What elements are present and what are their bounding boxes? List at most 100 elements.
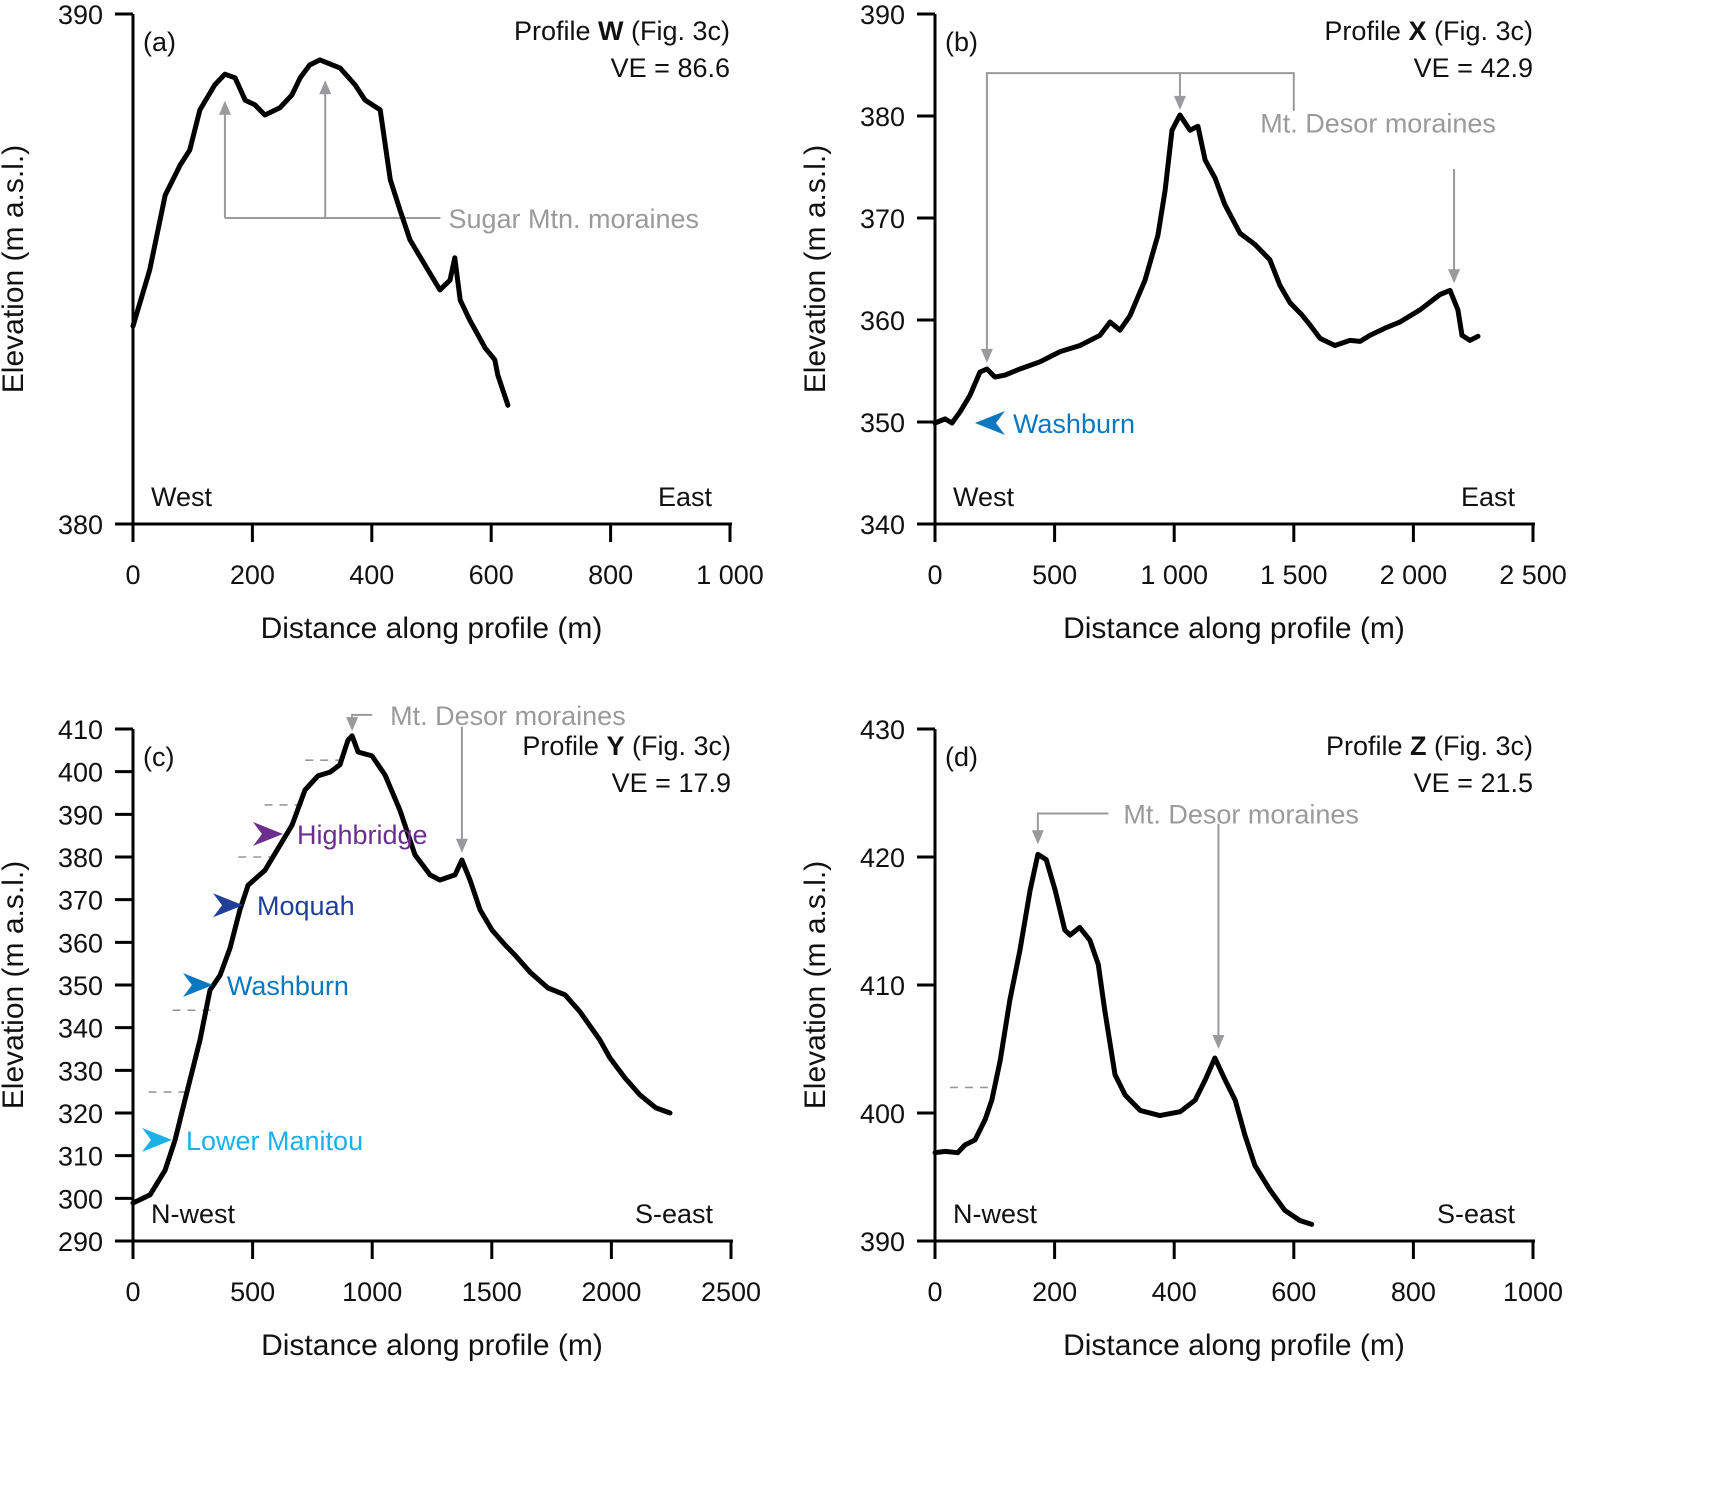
profile-line: [130, 733, 673, 1206]
profile-title: Profile Z (Fig. 3c): [1326, 731, 1533, 761]
panel-label: (b): [945, 27, 978, 57]
x-tick-label: 500: [1032, 560, 1077, 590]
moraine-annotation: Mt. Desor moraines: [1031, 799, 1359, 1049]
panel-c: 290 300 310 320 330 340 350 360 370 380 390 400 410 0…: [0, 701, 761, 1362]
panel-label: (a): [143, 27, 176, 57]
annotation-arrowhead: [1448, 269, 1461, 284]
annotation-label: Mt. Desor moraines: [1123, 799, 1359, 829]
profile-title: Profile X (Fig. 3c): [1324, 16, 1533, 46]
panel-label: (d): [945, 742, 978, 772]
direction-left-label: West: [953, 482, 1015, 512]
y-tick-label: 360: [860, 306, 905, 336]
x-tick-label: 1 000: [1140, 560, 1208, 590]
x-tick-label: 1500: [462, 1277, 522, 1307]
direction-right-label: East: [1461, 482, 1516, 512]
x-tick-label: 2500: [701, 1277, 761, 1307]
profile-line: [932, 112, 1481, 426]
annotation-arrowhead: [1031, 830, 1044, 845]
y-tick-label: 340: [860, 510, 905, 540]
arrowhead-icon: [252, 821, 283, 846]
y-tick-label: 290: [58, 1227, 103, 1257]
direction-left-label: West: [151, 482, 213, 512]
ve-label: VE = 17.9: [612, 768, 731, 798]
lake-level-label: Lower Manitou: [186, 1126, 363, 1156]
x-tick-label: 400: [349, 560, 394, 590]
y-tick-label: 430: [860, 715, 905, 745]
panel-b: 340 350 360 370 380 390 0 500 1 000 1 500 2 000 2 5…: [799, 0, 1567, 645]
annotation-arrowhead: [1173, 95, 1186, 110]
x-tick-label: 200: [1032, 1277, 1077, 1307]
direction-right-label: East: [658, 482, 713, 512]
y-tick-label: 400: [860, 1099, 905, 1129]
y-tick-label: 420: [860, 843, 905, 873]
x-axis-title: Distance along profile (m): [1063, 1329, 1405, 1362]
lake-level-marker-washburn: Washburn: [182, 971, 349, 1001]
y-tick-label: 360: [58, 928, 103, 958]
arrowhead-icon: [182, 973, 213, 997]
panel-a: 380 390 0 200 400 600 800 1 000 Distance along p…: [0, 0, 764, 645]
profile-title-suffix: (Fig. 3c): [623, 16, 730, 46]
annotation-bracket: [985, 72, 1295, 361]
ve-label: VE = 21.5: [1414, 768, 1533, 798]
x-axis-title: Distance along profile (m): [261, 612, 603, 645]
lake-level-label: Highbridge: [297, 820, 428, 850]
profile-title: Profile W (Fig. 3c): [514, 16, 730, 46]
y-tick-label: 320: [58, 1099, 103, 1129]
x-tick-label: 2 000: [1380, 560, 1448, 590]
x-tick-label: 200: [230, 560, 275, 590]
y-tick-label: 410: [58, 715, 103, 745]
y-tick-label: 380: [860, 102, 905, 132]
x-tick-label: 500: [230, 1277, 275, 1307]
lake-level-label: Washburn: [1013, 409, 1135, 439]
x-axis-title: Distance along profile (m): [261, 1329, 603, 1362]
y-axis-title: Elevation (m a.s.l.): [0, 145, 30, 393]
annotation-arrowhead: [980, 348, 993, 363]
moraine-annotation: Mt. Desor moraines: [346, 701, 626, 853]
y-tick-label: 400: [58, 758, 103, 788]
annotation-arrowhead: [455, 838, 468, 853]
y-tick-label: 300: [58, 1184, 103, 1214]
x-tick-label: 400: [1152, 1277, 1197, 1307]
x-tick-label: 1000: [342, 1277, 402, 1307]
arrowhead-icon: [213, 893, 244, 918]
y-axis-title: Elevation (m a.s.l.): [799, 861, 832, 1109]
moraine-annotation: Sugar Mtn. moraines: [218, 80, 699, 234]
y-tick-label: 350: [860, 408, 905, 438]
profile-id: Z: [1410, 731, 1427, 761]
x-tick-label: 800: [1391, 1277, 1436, 1307]
profile-id: Y: [606, 731, 624, 761]
annotation-arrowhead: [218, 100, 231, 115]
lake-level-label: Moquah: [257, 891, 355, 921]
lake-level-marker-highbridge: Highbridge: [252, 820, 428, 850]
direction-left-label: N-west: [151, 1199, 236, 1229]
arrowhead-icon: [141, 1127, 172, 1152]
ve-label: VE = 86.6: [611, 53, 730, 83]
x-tick-label: 800: [588, 560, 633, 590]
annotation-arrowhead: [1212, 1035, 1225, 1049]
direction-right-label: S-east: [635, 1199, 714, 1229]
y-tick-label: 390: [58, 800, 103, 830]
profile-title: Profile Y (Fig. 3c): [522, 731, 731, 761]
x-tick-label: 600: [1271, 1277, 1316, 1307]
y-tick-label: 340: [58, 1014, 103, 1044]
annotation-arrowhead: [319, 80, 332, 95]
lake-level-label: Washburn: [227, 971, 349, 1001]
annotation-bracket: [1036, 812, 1109, 843]
x-tick-label: 1 000: [696, 560, 764, 590]
x-tick-label: 600: [469, 560, 514, 590]
profile-id: W: [598, 16, 624, 46]
profile-title-prefix: Profile: [1324, 16, 1408, 46]
y-tick-label: 390: [58, 0, 103, 30]
annotation-label: Mt. Desor moraines: [390, 701, 626, 731]
annotation-arrowhead: [346, 717, 359, 732]
profile-title-suffix: (Fig. 3c): [1426, 16, 1533, 46]
x-tick-label: 0: [927, 560, 942, 590]
x-tick-label: 0: [927, 1277, 942, 1307]
panel-d: 390 400 410 420 430 0 200 400 600 800 1000 Distance…: [799, 715, 1563, 1362]
annotation-label: Sugar Mtn. moraines: [448, 204, 699, 234]
x-tick-label: 2000: [581, 1277, 641, 1307]
moraine-annotation: Mt. Desor moraines: [980, 72, 1496, 363]
x-tick-label: 1000: [1503, 1277, 1563, 1307]
y-tick-label: 380: [58, 510, 103, 540]
